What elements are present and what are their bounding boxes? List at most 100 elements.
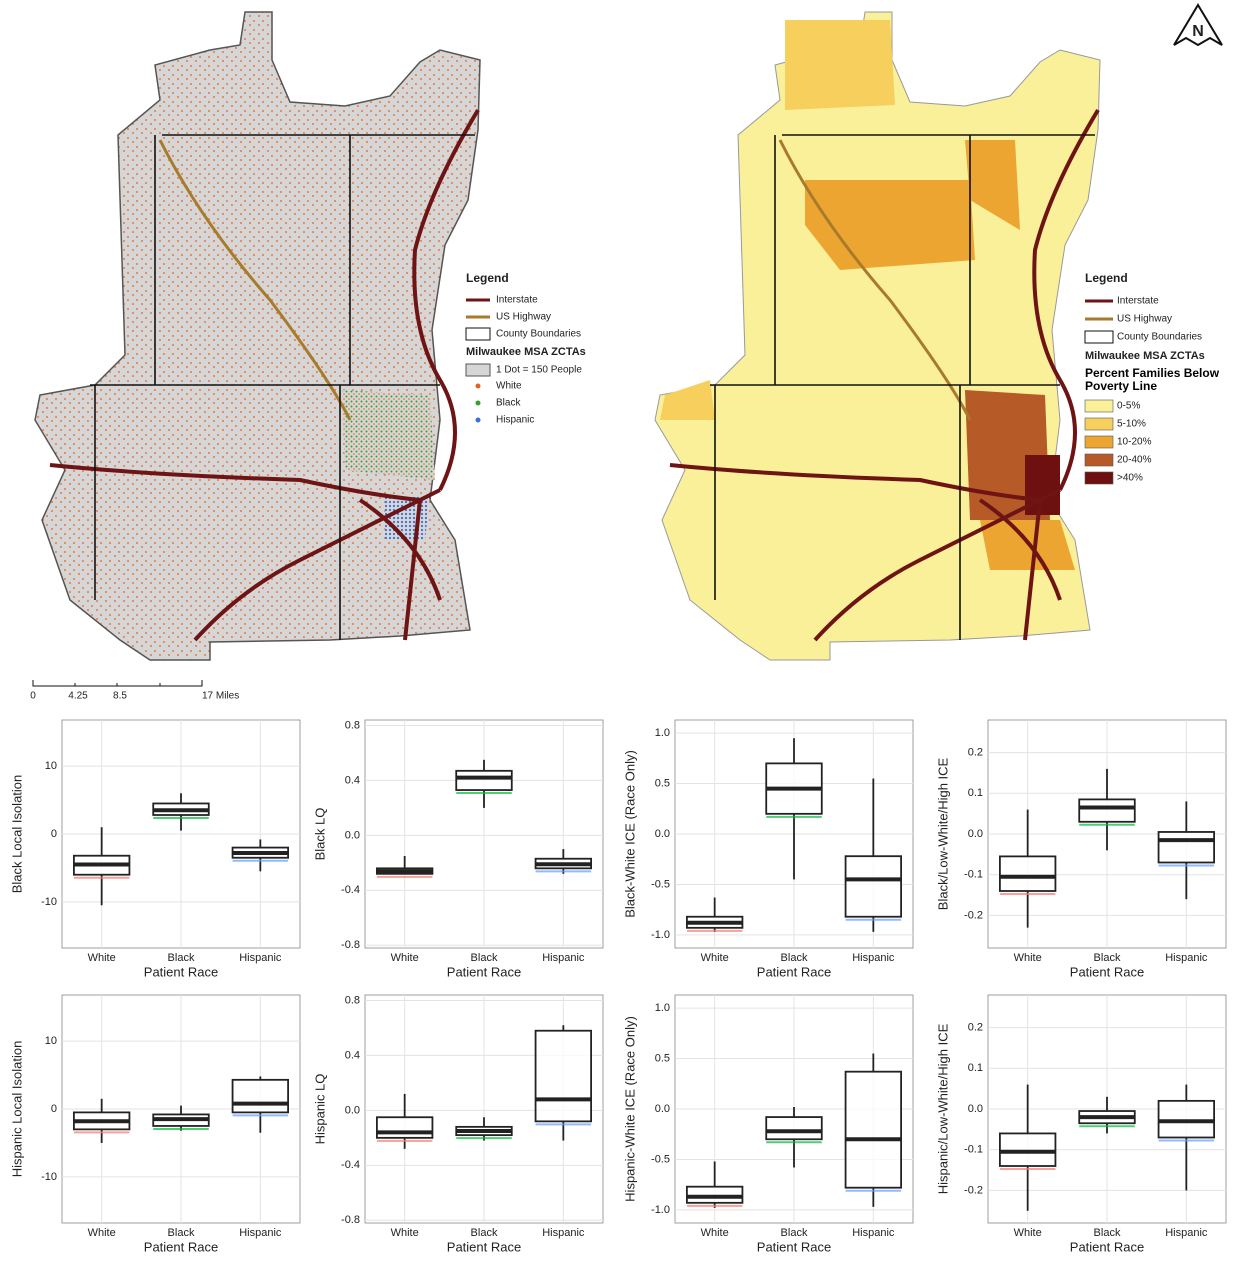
box <box>1157 1099 1215 1139</box>
x-axis-label: Patient Race <box>144 1239 218 1254</box>
box <box>765 1116 823 1141</box>
x-tick-label: Black <box>1094 952 1121 964</box>
y-tick-label: 0.0 <box>655 828 670 840</box>
y-tick-label: -0.1 <box>964 869 983 881</box>
x-tick-label: Hispanic <box>852 1227 895 1239</box>
x-tick-label: Black <box>1094 1227 1121 1239</box>
y-tick-label: 0 <box>51 1103 57 1115</box>
scale-label: 0 <box>30 691 36 702</box>
y-tick-label: 10 <box>45 760 57 772</box>
scale-label: 17 Miles <box>202 691 239 702</box>
box <box>455 769 513 791</box>
x-axis-label: Patient Race <box>1070 1239 1144 1254</box>
y-tick-label: 0.8 <box>345 994 360 1006</box>
y-tick-label: 0.8 <box>345 719 360 731</box>
legend-label: Interstate <box>1117 296 1159 307</box>
y-tick-label: 0.0 <box>345 1104 360 1116</box>
box-plot: -0.8 -0.4 0.0 0.4 0.8 White Black Hispanic Patie… <box>312 994 604 1254</box>
y-tick-label: 0.4 <box>345 1049 360 1061</box>
box <box>686 1185 744 1204</box>
legend-label: 10-20% <box>1117 437 1152 448</box>
x-tick-label: White <box>701 1227 729 1239</box>
legend-label: Interstate <box>496 295 538 306</box>
box-plot: -10 0 10 White Black Hispanic Patient Race Blac… <box>9 719 301 979</box>
x-tick-label: Hispanic <box>239 1227 282 1239</box>
box <box>1078 798 1136 823</box>
dot-density-map <box>34 11 481 661</box>
legend-title: Legend <box>1085 271 1128 285</box>
x-axis-label: Patient Race <box>447 964 521 979</box>
legend-swatch <box>1084 399 1114 413</box>
legend-label: US Highway <box>1117 314 1172 325</box>
x-tick-label: Black <box>471 952 498 964</box>
box-plot: -1.0 -0.5 0.0 0.5 1.0 White Black Hispanic Patie… <box>622 994 914 1254</box>
y-tick-label: -0.8 <box>341 939 360 951</box>
legend-label: 20-40% <box>1117 455 1152 466</box>
legend-label: >40% <box>1117 473 1143 484</box>
box-plot: -0.8 -0.4 0.0 0.4 0.8 White Black Hispanic Patie… <box>312 719 604 979</box>
legend-label: Black <box>496 398 521 409</box>
box <box>534 1029 592 1123</box>
x-tick-label: Black <box>781 1227 808 1239</box>
box <box>1157 831 1215 864</box>
box <box>231 1078 289 1114</box>
scale-label: 4.25 <box>68 691 88 702</box>
x-axis-label: Patient Race <box>1070 964 1144 979</box>
y-tick-label: 0.1 <box>968 787 983 799</box>
legend-swatch <box>1084 417 1114 431</box>
y-tick-label: -1.0 <box>651 1204 670 1216</box>
y-axis-label: Hispanic/Low-White/High ICE <box>935 1023 950 1194</box>
y-tick-label: -0.2 <box>964 1184 983 1196</box>
box <box>999 1132 1057 1167</box>
y-tick-label: 0.2 <box>968 746 983 758</box>
x-tick-label: White <box>701 952 729 964</box>
legend-swatch <box>475 417 481 423</box>
legend: Legend Interstate US Highway County Boun… <box>465 271 586 426</box>
x-tick-label: Black <box>168 1227 195 1239</box>
y-tick-label: 10 <box>45 1035 57 1047</box>
y-tick-label: 0.1 <box>968 1062 983 1074</box>
y-tick-label: 0.4 <box>345 774 360 786</box>
legend-label: White <box>496 381 522 392</box>
y-tick-label: -0.5 <box>651 1153 670 1165</box>
legend-swatch <box>475 383 481 389</box>
legend-label: County Boundaries <box>496 329 581 340</box>
legend-label: 0-5% <box>1117 401 1140 412</box>
y-axis-label: Hispanic Local Isolation <box>9 1041 24 1178</box>
y-axis-label: Black Local Isolation <box>9 775 24 894</box>
x-tick-label: Black <box>168 952 195 964</box>
y-tick-label: 0.2 <box>968 1021 983 1033</box>
y-axis-label: Black LQ <box>312 808 327 861</box>
box <box>844 855 902 918</box>
y-tick-label: -10 <box>41 1171 57 1183</box>
y-tick-label: 1.0 <box>655 1002 670 1014</box>
legend-swatch <box>1084 453 1114 467</box>
x-axis-label: Patient Race <box>144 964 218 979</box>
y-tick-label: 0.5 <box>655 777 670 789</box>
x-tick-label: Hispanic <box>1165 952 1208 964</box>
legend-swatch <box>1084 435 1114 449</box>
poverty-map <box>654 11 1101 661</box>
y-tick-label: -0.2 <box>964 909 983 921</box>
legend-label: 1 Dot = 150 People <box>496 365 582 376</box>
x-tick-label: Hispanic <box>542 1227 585 1239</box>
x-tick-label: Black <box>471 1227 498 1239</box>
y-tick-label: 0.0 <box>655 1103 670 1115</box>
y-tick-label: -0.4 <box>341 884 360 896</box>
x-tick-label: Hispanic <box>239 952 282 964</box>
x-tick-label: White <box>391 1227 419 1239</box>
y-tick-label: 0.0 <box>968 1103 983 1115</box>
legend-subtitle: Milwaukee MSA ZCTAs <box>466 346 586 358</box>
x-axis-label: Patient Race <box>447 1239 521 1254</box>
scale-bar: 0 4.25 8.5 17 Miles <box>30 680 239 702</box>
svg-text:N: N <box>1192 23 1204 40</box>
y-tick-label: -0.4 <box>341 1159 360 1171</box>
box <box>999 855 1057 892</box>
legend-swatch <box>475 400 481 406</box>
y-tick-label: -0.5 <box>651 878 670 890</box>
x-tick-label: Black <box>781 952 808 964</box>
y-tick-label: 0.0 <box>968 828 983 840</box>
y-tick-label: 0.0 <box>345 829 360 841</box>
x-axis-label: Patient Race <box>757 964 831 979</box>
